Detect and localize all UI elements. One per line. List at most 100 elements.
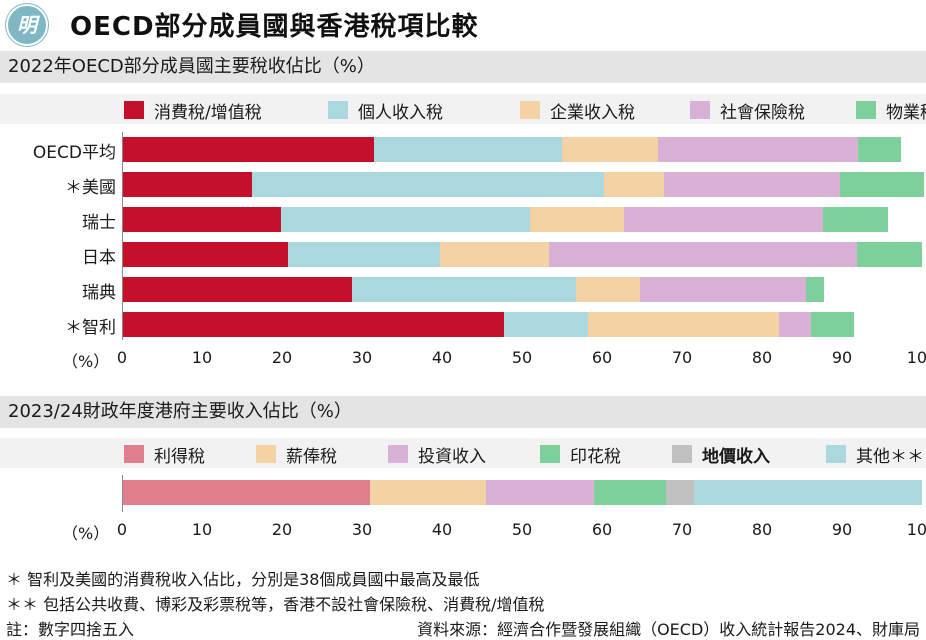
- x-axis-line-1: [122, 340, 922, 341]
- legend-item-0: 利得稅: [124, 444, 205, 467]
- y-axis-line-2: [122, 475, 123, 512]
- row-label-3: 日本: [82, 248, 116, 268]
- legend-item-4: 地價收入: [672, 444, 770, 467]
- x-tick-label-2-4: 40: [431, 520, 453, 539]
- legend-swatch-4: [856, 101, 876, 119]
- legend-label-4: 地價收入: [702, 446, 770, 467]
- y-axis-line-1: [122, 132, 123, 340]
- legend-swatch-2: [520, 101, 540, 119]
- x-tick-label-2-5: 50: [511, 520, 533, 539]
- legend-item-1: 薪俸稅: [256, 444, 337, 467]
- bar-hk-5: [694, 480, 922, 505]
- x-tick-label-1-6: 60: [591, 348, 613, 367]
- bar-5-1: [504, 312, 589, 337]
- x-tick-label-1-5: 50: [511, 348, 533, 367]
- bar-1-0: [122, 172, 253, 197]
- bar-1-1: [252, 172, 605, 197]
- legend-item-2: 投資收入: [388, 444, 486, 467]
- x-axis-line-2: [122, 512, 922, 513]
- legend-swatch-3: [690, 101, 710, 119]
- bar-5-0: [122, 312, 505, 337]
- bar-2-4: [822, 207, 889, 232]
- logo-text: 明: [17, 13, 37, 37]
- x-tick-label-1-1: 10: [191, 348, 213, 367]
- legend-item-4: 物業稅: [856, 100, 926, 123]
- page-title: OECD部分成員國與香港稅項比較: [70, 12, 479, 42]
- legend-item-1: 個人收入稅: [328, 100, 443, 123]
- legend-label-0: 消費稅/增值稅: [154, 102, 262, 123]
- bar-4-4: [806, 277, 824, 302]
- row-label-1: ＊美國: [65, 178, 116, 198]
- x-tick-label-2-8: 80: [751, 520, 773, 539]
- legend-item-0: 消費稅/增值稅: [124, 100, 262, 123]
- bar-3-2: [440, 242, 550, 267]
- bar-hk-0: [122, 480, 370, 505]
- legend-swatch-1: [328, 101, 348, 119]
- legend-label-3: 社會保險稅: [720, 102, 805, 123]
- x-tick-label-2-0: 0: [116, 520, 128, 539]
- bar-2-3: [624, 207, 823, 232]
- x-tick-label-2-3: 30: [351, 520, 373, 539]
- bar-hk-4: [666, 480, 694, 505]
- footnote-1: ＊ 智利及美國的消費稅收入佔比，分別是38個成員國中最高及最低: [6, 570, 480, 589]
- legend-item-3: 印花稅: [540, 444, 621, 467]
- bar-hk-2: [486, 480, 594, 505]
- bar-hk-1: [370, 480, 486, 505]
- bar-2-2: [530, 207, 625, 232]
- legend-label-1: 個人收入稅: [358, 102, 443, 123]
- row-label-0: OECD平均: [32, 143, 116, 163]
- x-tick-label-1-7: 70: [671, 348, 693, 367]
- legend-label-2: 企業收入稅: [550, 102, 635, 123]
- x-tick-label-1-0: 0: [116, 348, 128, 367]
- bar-0-3: [658, 137, 858, 162]
- bar-hk-3: [594, 480, 666, 505]
- bar-3-0: [122, 242, 289, 267]
- legend-swatch-0: [124, 101, 144, 119]
- x-tick-label-1-9: 90: [831, 348, 853, 367]
- bar-5-4: [810, 312, 854, 337]
- source-note: 資料來源：經濟合作暨發展組織（OECD）收入統計報告2024、財庫局: [417, 620, 920, 639]
- bar-3-3: [549, 242, 858, 267]
- legend-item-3: 社會保險稅: [690, 100, 805, 123]
- legend-swatch-0: [124, 445, 144, 463]
- bar-1-3: [664, 172, 840, 197]
- chart1-legend: 消費稅/增值稅 個人收入稅 企業收入稅 社會保險稅 物業稅: [0, 94, 926, 124]
- x-tick-label-1-4: 40: [431, 348, 453, 367]
- bar-5-2: [588, 312, 779, 337]
- legend-label-1: 薪俸稅: [286, 446, 337, 467]
- bar-4-3: [639, 277, 806, 302]
- bar-0-0: [122, 137, 374, 162]
- chart2-legend: 利得稅 薪俸稅 投資收入 印花稅 地價收入 其他＊＊: [0, 438, 926, 468]
- legend-swatch-5: [826, 445, 846, 463]
- logo: 明: [6, 4, 48, 46]
- bar-4-1: [352, 277, 576, 302]
- footnote-2: ＊＊ 包括公共收費、博彩及彩票稅等，香港不設社會保險稅、消費稅/增值稅: [6, 595, 545, 614]
- bar-4-2: [575, 277, 640, 302]
- bar-2-0: [122, 207, 282, 232]
- bar-0-4: [858, 137, 902, 162]
- legend-swatch-2: [388, 445, 408, 463]
- row-label-4: 瑞典: [82, 283, 116, 303]
- x-tick-label-2-1: 10: [191, 520, 213, 539]
- legend-label-4: 物業稅: [886, 102, 926, 123]
- bar-2-1: [281, 207, 530, 232]
- bar-1-4: [839, 172, 924, 197]
- row-label-2: 瑞士: [82, 213, 116, 233]
- legend-swatch-1: [256, 445, 276, 463]
- legend-label-3: 印花稅: [570, 446, 621, 467]
- x-tick-label-2-2: 20: [271, 520, 293, 539]
- x-axis-unit-2: （%）: [62, 524, 110, 543]
- x-tick-label-1-3: 30: [351, 348, 373, 367]
- legend-item-5: 其他＊＊: [826, 444, 924, 467]
- footnote-3: 註：數字四捨五入: [6, 620, 135, 639]
- legend-swatch-4: [672, 445, 692, 463]
- bar-4-0: [122, 277, 353, 302]
- x-tick-label-2-10: 100: [906, 520, 926, 539]
- chart1-title: 2022年OECD部分成員國主要稅收佔比（%）: [0, 51, 926, 83]
- legend-item-2: 企業收入稅: [520, 100, 635, 123]
- x-tick-label-1-2: 20: [271, 348, 293, 367]
- x-tick-label-2-6: 60: [591, 520, 613, 539]
- x-tick-label-2-9: 90: [831, 520, 853, 539]
- bar-5-3: [778, 312, 811, 337]
- bar-0-1: [374, 137, 562, 162]
